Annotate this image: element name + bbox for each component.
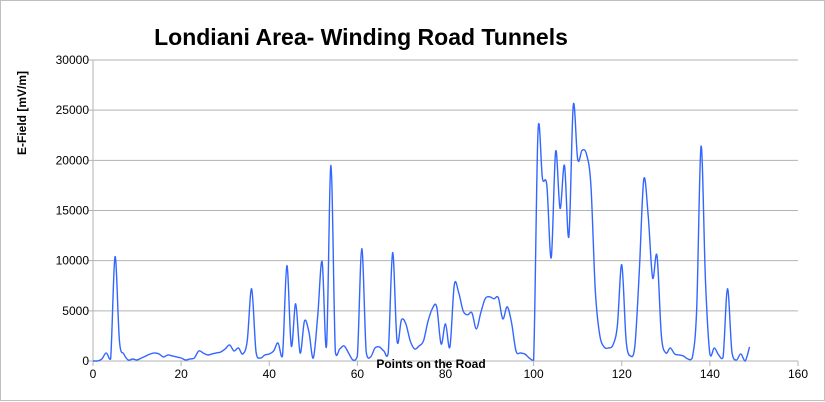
gridlines xyxy=(88,60,798,361)
y-tick-label: 20000 xyxy=(56,153,90,167)
x-tick-label: 140 xyxy=(700,367,720,381)
series-layer xyxy=(93,103,750,361)
y-tick-label: 5000 xyxy=(62,304,89,318)
y-tick-label: 25000 xyxy=(56,103,90,117)
x-tick-label: 100 xyxy=(524,367,544,381)
y-tick-label: 30000 xyxy=(56,53,90,67)
x-tick-label: 160 xyxy=(788,367,808,381)
series-line-0 xyxy=(93,103,750,361)
y-tick-label: 0 xyxy=(82,354,89,368)
axes xyxy=(88,60,798,366)
x-tick-label: 40 xyxy=(263,367,277,381)
y-tick-label: 15000 xyxy=(56,204,90,218)
chart-title: Londiani Area- Winding Road Tunnels xyxy=(154,24,568,50)
x-tick-label: 120 xyxy=(612,367,632,381)
x-tick-label: 60 xyxy=(351,367,365,381)
x-axis-title: Points on the Road xyxy=(376,357,485,371)
x-tick-label: 0 xyxy=(90,367,97,381)
y-axis-title: E-Field [mV/m] xyxy=(15,71,29,155)
y-tick-labels: 0 5000 10000 15000 20000 25000 30000 xyxy=(56,53,90,368)
y-tick-label: 10000 xyxy=(56,254,90,268)
x-tick-label: 20 xyxy=(174,367,188,381)
